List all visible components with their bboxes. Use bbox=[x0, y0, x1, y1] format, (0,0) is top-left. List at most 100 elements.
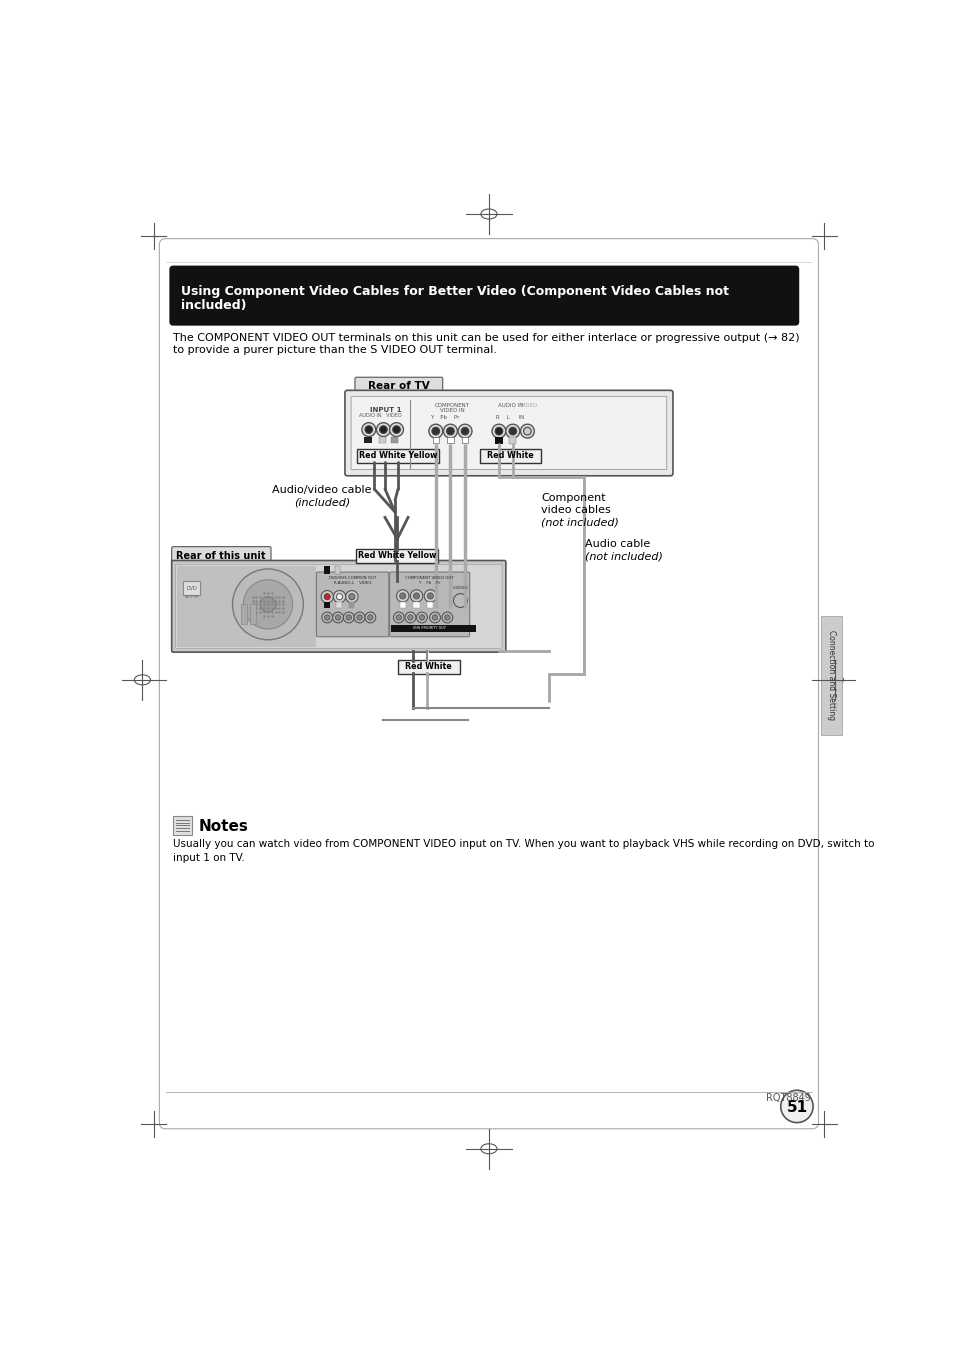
Circle shape bbox=[432, 427, 439, 435]
Circle shape bbox=[505, 424, 519, 438]
FancyBboxPatch shape bbox=[175, 564, 501, 648]
Circle shape bbox=[432, 614, 437, 620]
Text: Rear of TV: Rear of TV bbox=[368, 381, 429, 392]
Text: (not included): (not included) bbox=[540, 517, 618, 528]
Text: BD-PVR: BD-PVR bbox=[184, 595, 199, 599]
FancyBboxPatch shape bbox=[356, 550, 437, 563]
Bar bbox=[413, 602, 419, 609]
Circle shape bbox=[457, 424, 472, 438]
Circle shape bbox=[443, 424, 456, 438]
Bar bbox=[324, 602, 330, 609]
Circle shape bbox=[429, 424, 442, 438]
Text: Using Component Video Cables for Better Video (Component Video Cables not: Using Component Video Cables for Better … bbox=[181, 284, 728, 298]
Circle shape bbox=[354, 612, 365, 622]
Circle shape bbox=[356, 614, 362, 620]
Text: RQT8849: RQT8849 bbox=[765, 1094, 810, 1103]
Text: VHS PRIORITY OUT: VHS PRIORITY OUT bbox=[413, 626, 446, 630]
Circle shape bbox=[349, 594, 355, 599]
Text: Component: Component bbox=[540, 493, 605, 502]
Text: Notes: Notes bbox=[198, 819, 248, 834]
Circle shape bbox=[243, 579, 293, 629]
Bar bbox=[433, 438, 438, 443]
Text: Audio/video cable: Audio/video cable bbox=[272, 485, 372, 496]
Circle shape bbox=[333, 590, 345, 603]
Text: COMPONENT VIDEO OUT: COMPONENT VIDEO OUT bbox=[405, 577, 454, 581]
Circle shape bbox=[379, 426, 387, 434]
Text: Audio cable: Audio cable bbox=[584, 539, 650, 550]
Circle shape bbox=[365, 426, 373, 434]
FancyBboxPatch shape bbox=[170, 265, 799, 326]
Text: INPUT 1: INPUT 1 bbox=[370, 407, 401, 412]
Bar bbox=[173, 816, 192, 835]
Bar bbox=[508, 438, 516, 445]
FancyBboxPatch shape bbox=[355, 377, 442, 396]
Bar bbox=[349, 602, 354, 609]
Text: (included): (included) bbox=[294, 497, 350, 508]
Circle shape bbox=[520, 424, 534, 438]
Text: VIDEO: VIDEO bbox=[520, 403, 537, 408]
Circle shape bbox=[413, 593, 419, 599]
Circle shape bbox=[407, 614, 413, 620]
Circle shape bbox=[233, 568, 303, 640]
Bar bbox=[324, 566, 330, 574]
Circle shape bbox=[393, 612, 404, 622]
Text: R-AUDIO-L    VIDEO: R-AUDIO-L VIDEO bbox=[334, 581, 371, 585]
Circle shape bbox=[324, 594, 330, 599]
Bar bbox=[461, 438, 468, 443]
Text: video cables: video cables bbox=[540, 505, 610, 515]
Circle shape bbox=[416, 612, 427, 622]
Text: AUDIO IN: AUDIO IN bbox=[497, 403, 522, 408]
Circle shape bbox=[345, 590, 357, 603]
Text: Connection and Setting: Connection and Setting bbox=[826, 630, 835, 721]
Circle shape bbox=[429, 612, 440, 622]
Bar bbox=[495, 438, 502, 445]
Circle shape bbox=[376, 423, 390, 436]
Circle shape bbox=[405, 612, 416, 622]
Text: (not included): (not included) bbox=[584, 551, 662, 562]
Circle shape bbox=[365, 612, 375, 622]
Bar bbox=[391, 625, 476, 632]
Circle shape bbox=[361, 423, 375, 436]
Text: Red White Yellow: Red White Yellow bbox=[358, 451, 436, 461]
Text: DVD/VHS COMMON OUT: DVD/VHS COMMON OUT bbox=[329, 577, 375, 581]
FancyBboxPatch shape bbox=[172, 547, 271, 566]
FancyBboxPatch shape bbox=[345, 391, 672, 475]
Text: The COMPONENT VIDEO OUT terminals on this unit can be used for either interlace : The COMPONENT VIDEO OUT terminals on thi… bbox=[173, 333, 799, 342]
Circle shape bbox=[333, 612, 343, 622]
Circle shape bbox=[453, 594, 467, 607]
Circle shape bbox=[410, 590, 422, 602]
Bar bbox=[241, 605, 247, 624]
Text: included): included) bbox=[181, 299, 246, 313]
Circle shape bbox=[446, 427, 454, 435]
Circle shape bbox=[418, 614, 424, 620]
Bar bbox=[391, 436, 397, 443]
Circle shape bbox=[460, 427, 469, 435]
FancyBboxPatch shape bbox=[356, 449, 438, 463]
Circle shape bbox=[495, 427, 502, 435]
Circle shape bbox=[321, 612, 333, 622]
FancyBboxPatch shape bbox=[389, 572, 469, 637]
Bar bbox=[447, 438, 453, 443]
Text: Red White: Red White bbox=[405, 663, 452, 671]
Bar bbox=[378, 436, 385, 443]
Circle shape bbox=[424, 590, 436, 602]
Circle shape bbox=[367, 614, 373, 620]
Circle shape bbox=[441, 612, 453, 622]
Circle shape bbox=[343, 612, 354, 622]
Text: to provide a purer picture than the S VIDEO OUT terminal.: to provide a purer picture than the S VI… bbox=[173, 345, 497, 354]
Bar bbox=[336, 602, 341, 609]
Circle shape bbox=[389, 423, 403, 436]
Text: Y    Pb    Pr: Y Pb Pr bbox=[430, 415, 459, 420]
Circle shape bbox=[395, 614, 401, 620]
Text: 51: 51 bbox=[785, 1099, 806, 1115]
Circle shape bbox=[321, 590, 333, 603]
Text: DVD: DVD bbox=[186, 586, 197, 591]
Text: Red White Yellow: Red White Yellow bbox=[357, 551, 436, 560]
Circle shape bbox=[780, 1090, 812, 1122]
Circle shape bbox=[444, 614, 450, 620]
Circle shape bbox=[492, 424, 505, 438]
Circle shape bbox=[399, 593, 405, 599]
Circle shape bbox=[335, 614, 340, 620]
Circle shape bbox=[427, 593, 433, 599]
Text: Usually you can watch video from COMPONENT VIDEO input on TV. When you want to p: Usually you can watch video from COMPONE… bbox=[173, 839, 874, 863]
